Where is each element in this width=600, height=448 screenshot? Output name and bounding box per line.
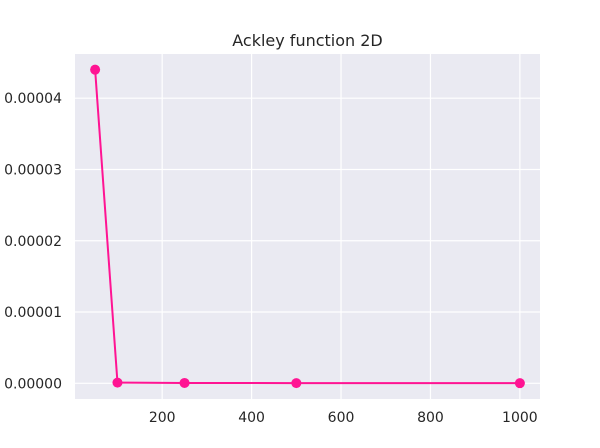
x-tick-label: 600: [328, 410, 355, 426]
data-point: [514, 378, 525, 389]
tick-labels: 200 400 600 800 1000 0.00000 0.00001 0.00002 0.0…: [4, 91, 538, 426]
y-tick-label: 0.00002: [4, 234, 62, 250]
x-tick-label: 800: [417, 410, 444, 426]
y-tick-label: 0.00001: [4, 305, 62, 321]
data-point: [112, 377, 123, 388]
data-point: [291, 378, 302, 389]
x-tick-label: 400: [238, 410, 265, 426]
y-tick-label: 0.00000: [4, 376, 62, 392]
plot-area: [75, 54, 540, 399]
series-layer: [90, 64, 525, 389]
y-tick-label: 0.00004: [4, 91, 62, 107]
x-tick-label: 1000: [502, 410, 538, 426]
x-tick-label: 200: [149, 410, 176, 426]
y-tick-label: 0.00003: [4, 162, 62, 178]
data-point: [90, 64, 101, 75]
data-point: [179, 377, 190, 388]
chart-title: Ackley function 2D: [232, 31, 383, 50]
